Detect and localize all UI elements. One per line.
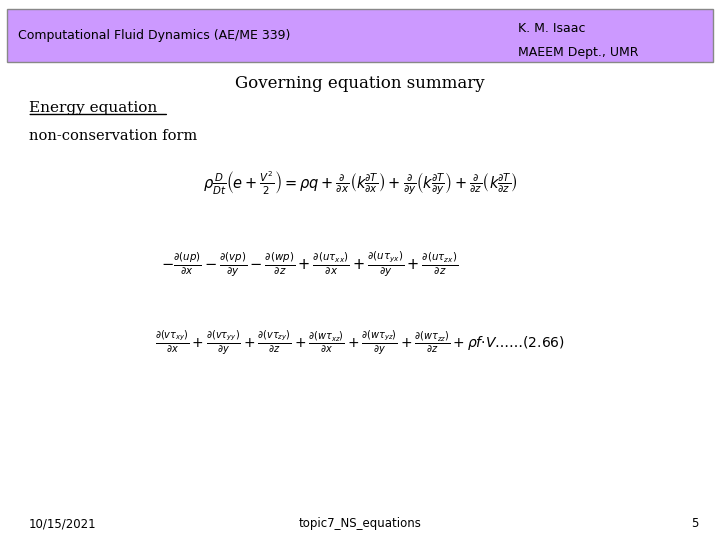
Text: topic7_NS_equations: topic7_NS_equations — [299, 517, 421, 530]
FancyBboxPatch shape — [7, 9, 713, 62]
Text: Computational Fluid Dynamics (AE/ME 339): Computational Fluid Dynamics (AE/ME 339) — [18, 29, 290, 42]
Text: Energy equation: Energy equation — [29, 101, 157, 115]
Text: MAEEM Dept., UMR: MAEEM Dept., UMR — [518, 46, 639, 59]
Text: $-\frac{\partial(up)}{\partial x}-\frac{\partial(vp)}{\partial y}-\frac{\partial: $-\frac{\partial(up)}{\partial x}-\frac{… — [161, 250, 458, 279]
Text: Governing equation summary: Governing equation summary — [235, 75, 485, 92]
Text: 5: 5 — [691, 517, 698, 530]
Text: $\frac{\partial(v\tau_{xy})}{\partial x}+\frac{\partial(v\tau_{yy})}{\partial y}: $\frac{\partial(v\tau_{xy})}{\partial x}… — [155, 328, 565, 357]
Text: non-conservation form: non-conservation form — [29, 129, 197, 143]
Text: $\rho \frac{D}{Dt}\left(e+\frac{V^2}{2}\right) = \rho q + \frac{\partial}{\parti: $\rho \frac{D}{Dt}\left(e+\frac{V^2}{2}\… — [202, 170, 518, 198]
Text: 10/15/2021: 10/15/2021 — [29, 517, 96, 530]
Text: K. M. Isaac: K. M. Isaac — [518, 22, 586, 35]
